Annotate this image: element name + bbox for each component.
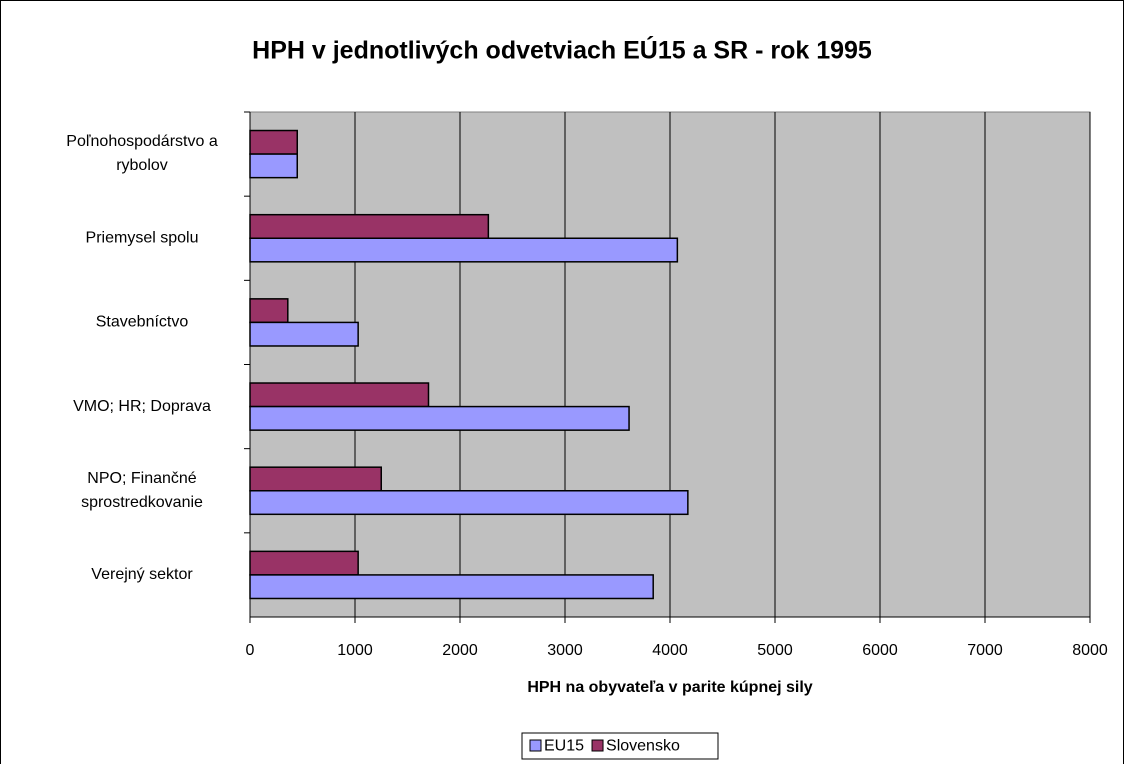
y-tick-label: Verejný sektor [91, 566, 193, 583]
x-tick-label: 5000 [757, 642, 793, 659]
chart-title: HPH v jednotlivých odvetviach EÚ15 a SR … [252, 35, 872, 65]
y-tick-label: NPO; Finančné sprostredkovanie [81, 470, 203, 511]
x-tick-label: 3000 [547, 642, 583, 659]
x-tick-label: 2000 [442, 642, 478, 659]
legend-swatch [591, 739, 604, 752]
legend-swatch [529, 739, 542, 752]
x-tick-label: 8000 [1072, 642, 1108, 659]
bar [249, 550, 359, 576]
y-tick-label: Poľnohospodárstvo a rybolov [66, 133, 218, 174]
bar [249, 237, 679, 263]
x-tick-label: 1000 [337, 642, 373, 659]
x-tick-label: 4000 [652, 642, 688, 659]
y-tick-label: Stavebníctvo [96, 314, 189, 331]
x-axis-label: HPH na obyvateľa v parite kúpnej sily [527, 679, 812, 696]
bar [249, 574, 654, 600]
x-tick-label: 0 [246, 642, 255, 659]
x-tick-label: 7000 [967, 642, 1003, 659]
bar [249, 405, 630, 431]
bar [249, 129, 298, 155]
legend-label: Slovensko [606, 738, 680, 755]
legend-label: EU15 [544, 738, 584, 755]
bar [249, 213, 490, 239]
y-tick-label: Priemysel spolu [86, 229, 199, 246]
bar [249, 153, 298, 179]
bar [249, 382, 430, 408]
x-tick-label: 6000 [862, 642, 898, 659]
bar [249, 490, 689, 516]
bar [249, 298, 289, 324]
y-tick-label: VMO; HR; Doprava [73, 398, 211, 415]
bar [249, 466, 382, 492]
bar [249, 321, 359, 347]
legend-box [521, 732, 719, 760]
